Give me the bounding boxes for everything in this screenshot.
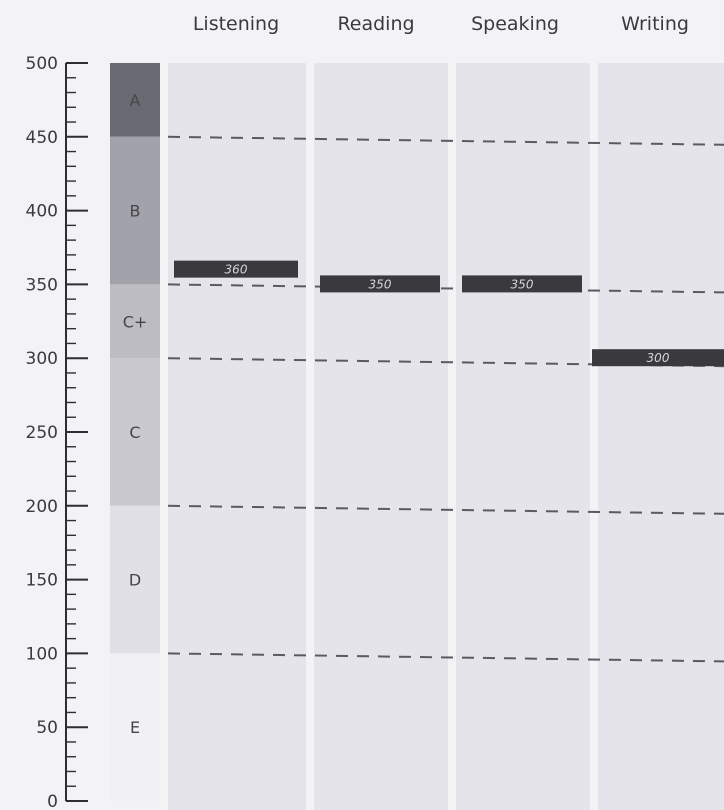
y-tick-label: 400: [26, 202, 58, 222]
threshold-line: [167, 135, 724, 146]
score-bar: [174, 260, 298, 278]
grade-band: [110, 63, 160, 137]
column-header: Speaking: [471, 13, 559, 35]
column-header: Writing: [621, 13, 689, 35]
y-tick-label: 0: [47, 792, 58, 810]
grade-band-label: C+: [123, 312, 148, 331]
score-label: 300: [647, 351, 670, 365]
grade-band-label: D: [129, 571, 141, 590]
y-tick-label: 300: [26, 349, 58, 369]
score-bar: [320, 275, 440, 293]
grade-band-label: C: [129, 423, 140, 442]
score-label: 350: [369, 277, 392, 291]
column-background-2: [456, 63, 590, 810]
grade-band-label: E: [130, 718, 140, 737]
grade-band: [110, 653, 160, 801]
threshold-line: [167, 283, 724, 294]
grade-band: [110, 358, 160, 506]
y-tick-label: 450: [26, 128, 58, 148]
column-background-0: [168, 63, 306, 810]
y-tick-label: 250: [26, 423, 58, 443]
score-label: 360: [225, 263, 248, 277]
grade-band: [110, 284, 160, 359]
column-header: Listening: [193, 13, 279, 35]
y-tick-label: 50: [36, 718, 58, 738]
grade-band-label: A: [130, 91, 141, 110]
y-tick-label: 350: [26, 275, 58, 295]
threshold-line: [167, 652, 724, 663]
column-background-3: [598, 63, 724, 810]
threshold-line: [167, 504, 724, 515]
y-tick-label: 100: [26, 644, 58, 664]
y-tick-label: 200: [26, 497, 58, 517]
score-bar: [592, 349, 724, 367]
grade-band-label: B: [130, 202, 141, 221]
grade-band: [110, 136, 160, 285]
score-bar: [462, 275, 582, 293]
y-tick-label: 150: [26, 571, 58, 591]
column-header: Reading: [337, 13, 414, 35]
grade-band: [110, 505, 160, 654]
y-tick-label: 500: [26, 54, 58, 74]
score-label: 350: [511, 277, 534, 291]
column-background-1: [314, 63, 448, 810]
